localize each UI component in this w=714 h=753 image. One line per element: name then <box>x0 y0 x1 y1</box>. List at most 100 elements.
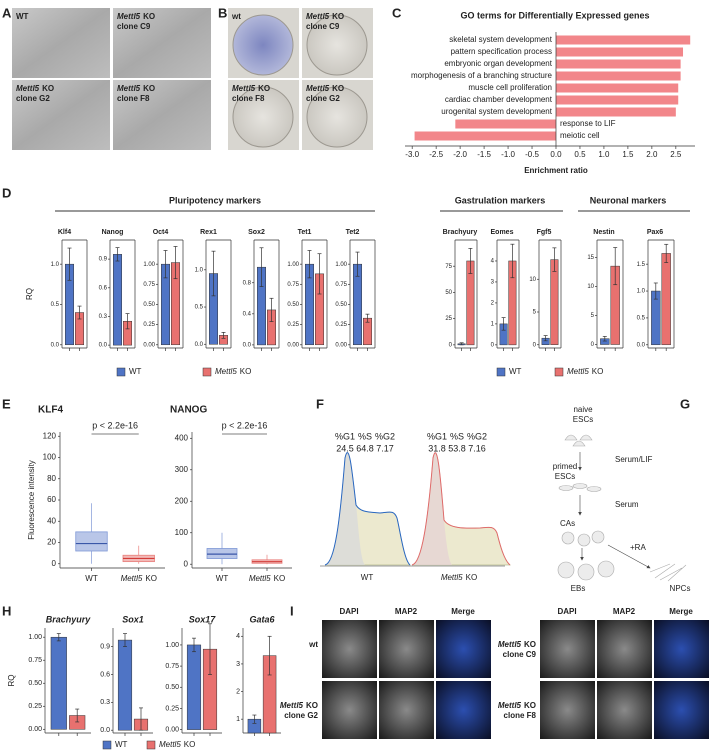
phase-value: 24.5 <box>336 443 354 453</box>
sample-label: Mettl5 KO <box>441 573 477 582</box>
category-label: skeletal system development <box>449 35 552 44</box>
y-tick-label: 2 <box>491 300 495 306</box>
plate <box>232 14 294 76</box>
y-tick-label: 0 <box>449 342 453 348</box>
channel-header: DAPI <box>557 607 576 616</box>
row-label: clone F8 <box>504 711 537 720</box>
legend-swatch <box>102 740 112 750</box>
y-tick-label: 1.00 <box>165 642 179 649</box>
eb <box>597 560 615 578</box>
y-tick-label: 0.0 <box>51 342 60 348</box>
chart-title: Fgf5 <box>537 229 552 236</box>
text-part: KO <box>184 740 196 749</box>
y-tick-label: 1.00 <box>28 634 42 641</box>
text-part: KO <box>258 84 270 93</box>
y-tick-label: 1.00 <box>335 262 347 268</box>
chart-title: Eomes <box>491 229 514 236</box>
channel-header: DAPI <box>339 607 358 616</box>
y-tick-label: 0.4 <box>243 311 252 317</box>
chart-title: NANOG <box>170 405 207 416</box>
y-tick-label: 15 <box>587 255 594 261</box>
category-label: embryonic organ development <box>444 59 552 68</box>
y-tick-label: 0.5 <box>637 315 646 321</box>
chart-title: Rex1 <box>200 229 217 236</box>
text-part: KO <box>143 84 155 93</box>
y-tick-label: 5 <box>533 310 537 316</box>
x-tick-label: -1.5 <box>477 150 491 159</box>
chart-title: Gata6 <box>249 614 275 624</box>
text-part: Mettl5 <box>117 12 141 21</box>
y-tick-label: 0 <box>184 559 189 568</box>
y-tick-label: 5 <box>591 313 595 319</box>
stage-label: naive <box>573 405 593 414</box>
y-tick-label: 3 <box>236 661 240 668</box>
y-tick-label: 120 <box>43 431 57 440</box>
x-tick-label: -2.0 <box>453 150 467 159</box>
y-tick-label: 0.00 <box>165 726 179 733</box>
plate <box>306 14 368 76</box>
chart-title: Oct4 <box>153 229 169 236</box>
y-tick-label: 40 <box>47 516 56 525</box>
legend-swatch <box>202 367 212 377</box>
category-label: morphogenesis of a branching structure <box>411 71 553 80</box>
y-axis-label: Fluorescence intensity <box>27 460 36 540</box>
y-tick-label: 0.25 <box>143 322 155 328</box>
text-part: Mettl5 <box>306 84 330 93</box>
text-part: Mettl5 <box>121 574 143 583</box>
text-part: Mettl5 <box>441 573 463 582</box>
text-part: WT <box>85 574 98 583</box>
fluorescence-image <box>322 620 377 678</box>
x-tick-label: 0.0 <box>550 150 562 159</box>
image-label: Mettl5 KO <box>232 84 270 93</box>
ko-curve <box>411 452 511 566</box>
x-axis-label: Enrichment ratio <box>524 166 588 175</box>
ko-g1 <box>412 452 452 565</box>
y-tick-label: 2 <box>236 688 240 695</box>
annotation: p < 2.2e-16 <box>222 420 268 430</box>
y-tick-label: 0.3 <box>100 699 110 706</box>
text-part: KO <box>524 701 536 710</box>
chart-title: Nestin <box>593 229 614 236</box>
y-tick-label: 0.25 <box>287 322 299 328</box>
fluorescence-image <box>597 620 652 678</box>
x-tick-label: -3.0 <box>405 150 419 159</box>
phase-header: %G2 <box>375 431 395 441</box>
x-tick-label: 2.0 <box>646 150 658 159</box>
y-tick-label: 0.0 <box>243 342 252 348</box>
text-part: Mettl5 <box>498 701 522 710</box>
y-tick-label: 1.5 <box>637 262 646 268</box>
chart-title: Klf4 <box>58 229 71 236</box>
y-tick-label: 0 <box>591 342 595 348</box>
stage-label: EBs <box>571 584 586 593</box>
phase-header: %S <box>358 431 372 441</box>
image-label: Mettl5 KO <box>306 84 344 93</box>
bar <box>455 119 556 129</box>
chart-title: Sox1 <box>122 614 144 624</box>
legend-label: WT <box>509 367 522 376</box>
channel-header: Merge <box>451 607 475 616</box>
annotation: p < 2.2e-16 <box>92 420 138 430</box>
legend-swatch <box>116 367 126 377</box>
image-label: clone C9 <box>306 22 340 31</box>
npc-fibers <box>649 563 687 582</box>
ca <box>591 530 605 544</box>
y-tick-label: 10 <box>587 284 594 290</box>
y-tick-label: 25 <box>445 316 452 322</box>
condition-label: +RA <box>630 543 646 552</box>
y-tick-label: 0.50 <box>287 302 299 308</box>
text-part: KO <box>240 367 252 376</box>
bar <box>555 47 684 57</box>
category-label: meiotic cell <box>560 131 600 140</box>
bar <box>550 259 559 345</box>
stage-label: ESCs <box>573 415 593 424</box>
bar <box>186 644 202 730</box>
y-axis-label: RQ <box>25 288 34 300</box>
text-part: Mettl5 <box>215 367 237 376</box>
image-label: Mettl5 KO <box>16 84 54 93</box>
row-label: wt <box>308 640 318 649</box>
chart-title: Brachyury <box>443 229 478 236</box>
chart-title: Tet2 <box>346 229 360 236</box>
y-tick-label: 400 <box>175 433 189 442</box>
chart-title: Nanog <box>102 229 124 236</box>
fluorescence-image <box>540 620 595 678</box>
